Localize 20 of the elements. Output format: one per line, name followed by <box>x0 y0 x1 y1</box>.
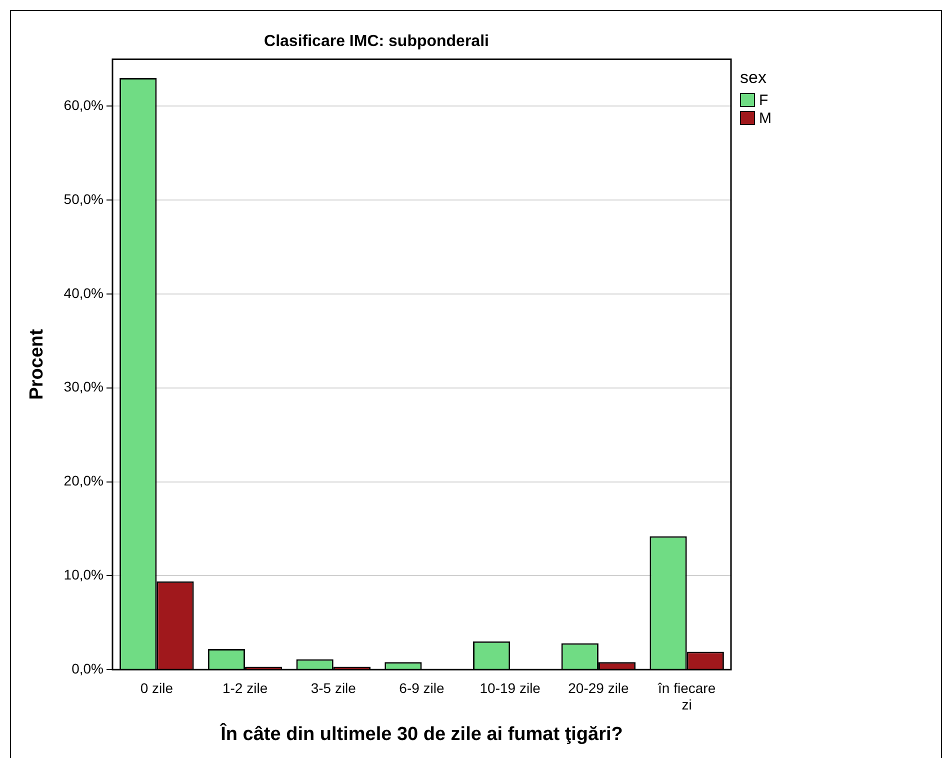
x-tick-label: 1-2 zile <box>222 680 268 696</box>
y-tick-label: 10,0% <box>64 566 104 583</box>
x-tick-label: 20-29 zile <box>568 680 630 696</box>
legend-label: M <box>759 110 772 126</box>
x-tick-label: în fiecare zi <box>657 680 716 713</box>
x-tick-label: 10-19 zile <box>480 680 541 696</box>
y-tick-label: 20,0% <box>64 472 104 489</box>
y-tick-label: 50,0% <box>64 190 104 207</box>
x-axis-title: În câte din ultimele 30 de zile ai fumat ţigări? <box>220 722 623 745</box>
y-axis-title: Procent <box>26 328 48 400</box>
x-tick-label: 3-5 zile <box>310 680 356 696</box>
legend-title: sex <box>740 68 768 88</box>
legend-label: F <box>759 92 768 108</box>
y-tick-label: 60,0% <box>64 97 104 114</box>
x-tick-label: 6-9 zile <box>399 680 445 696</box>
y-tick-label: 40,0% <box>64 284 104 301</box>
y-tick-label: 0,0% <box>72 660 104 676</box>
y-tick-label: 30,0% <box>64 378 104 395</box>
x-tick-label: 0 zile <box>140 680 174 696</box>
chart-title: Clasificare IMC: subponderali <box>264 33 489 50</box>
